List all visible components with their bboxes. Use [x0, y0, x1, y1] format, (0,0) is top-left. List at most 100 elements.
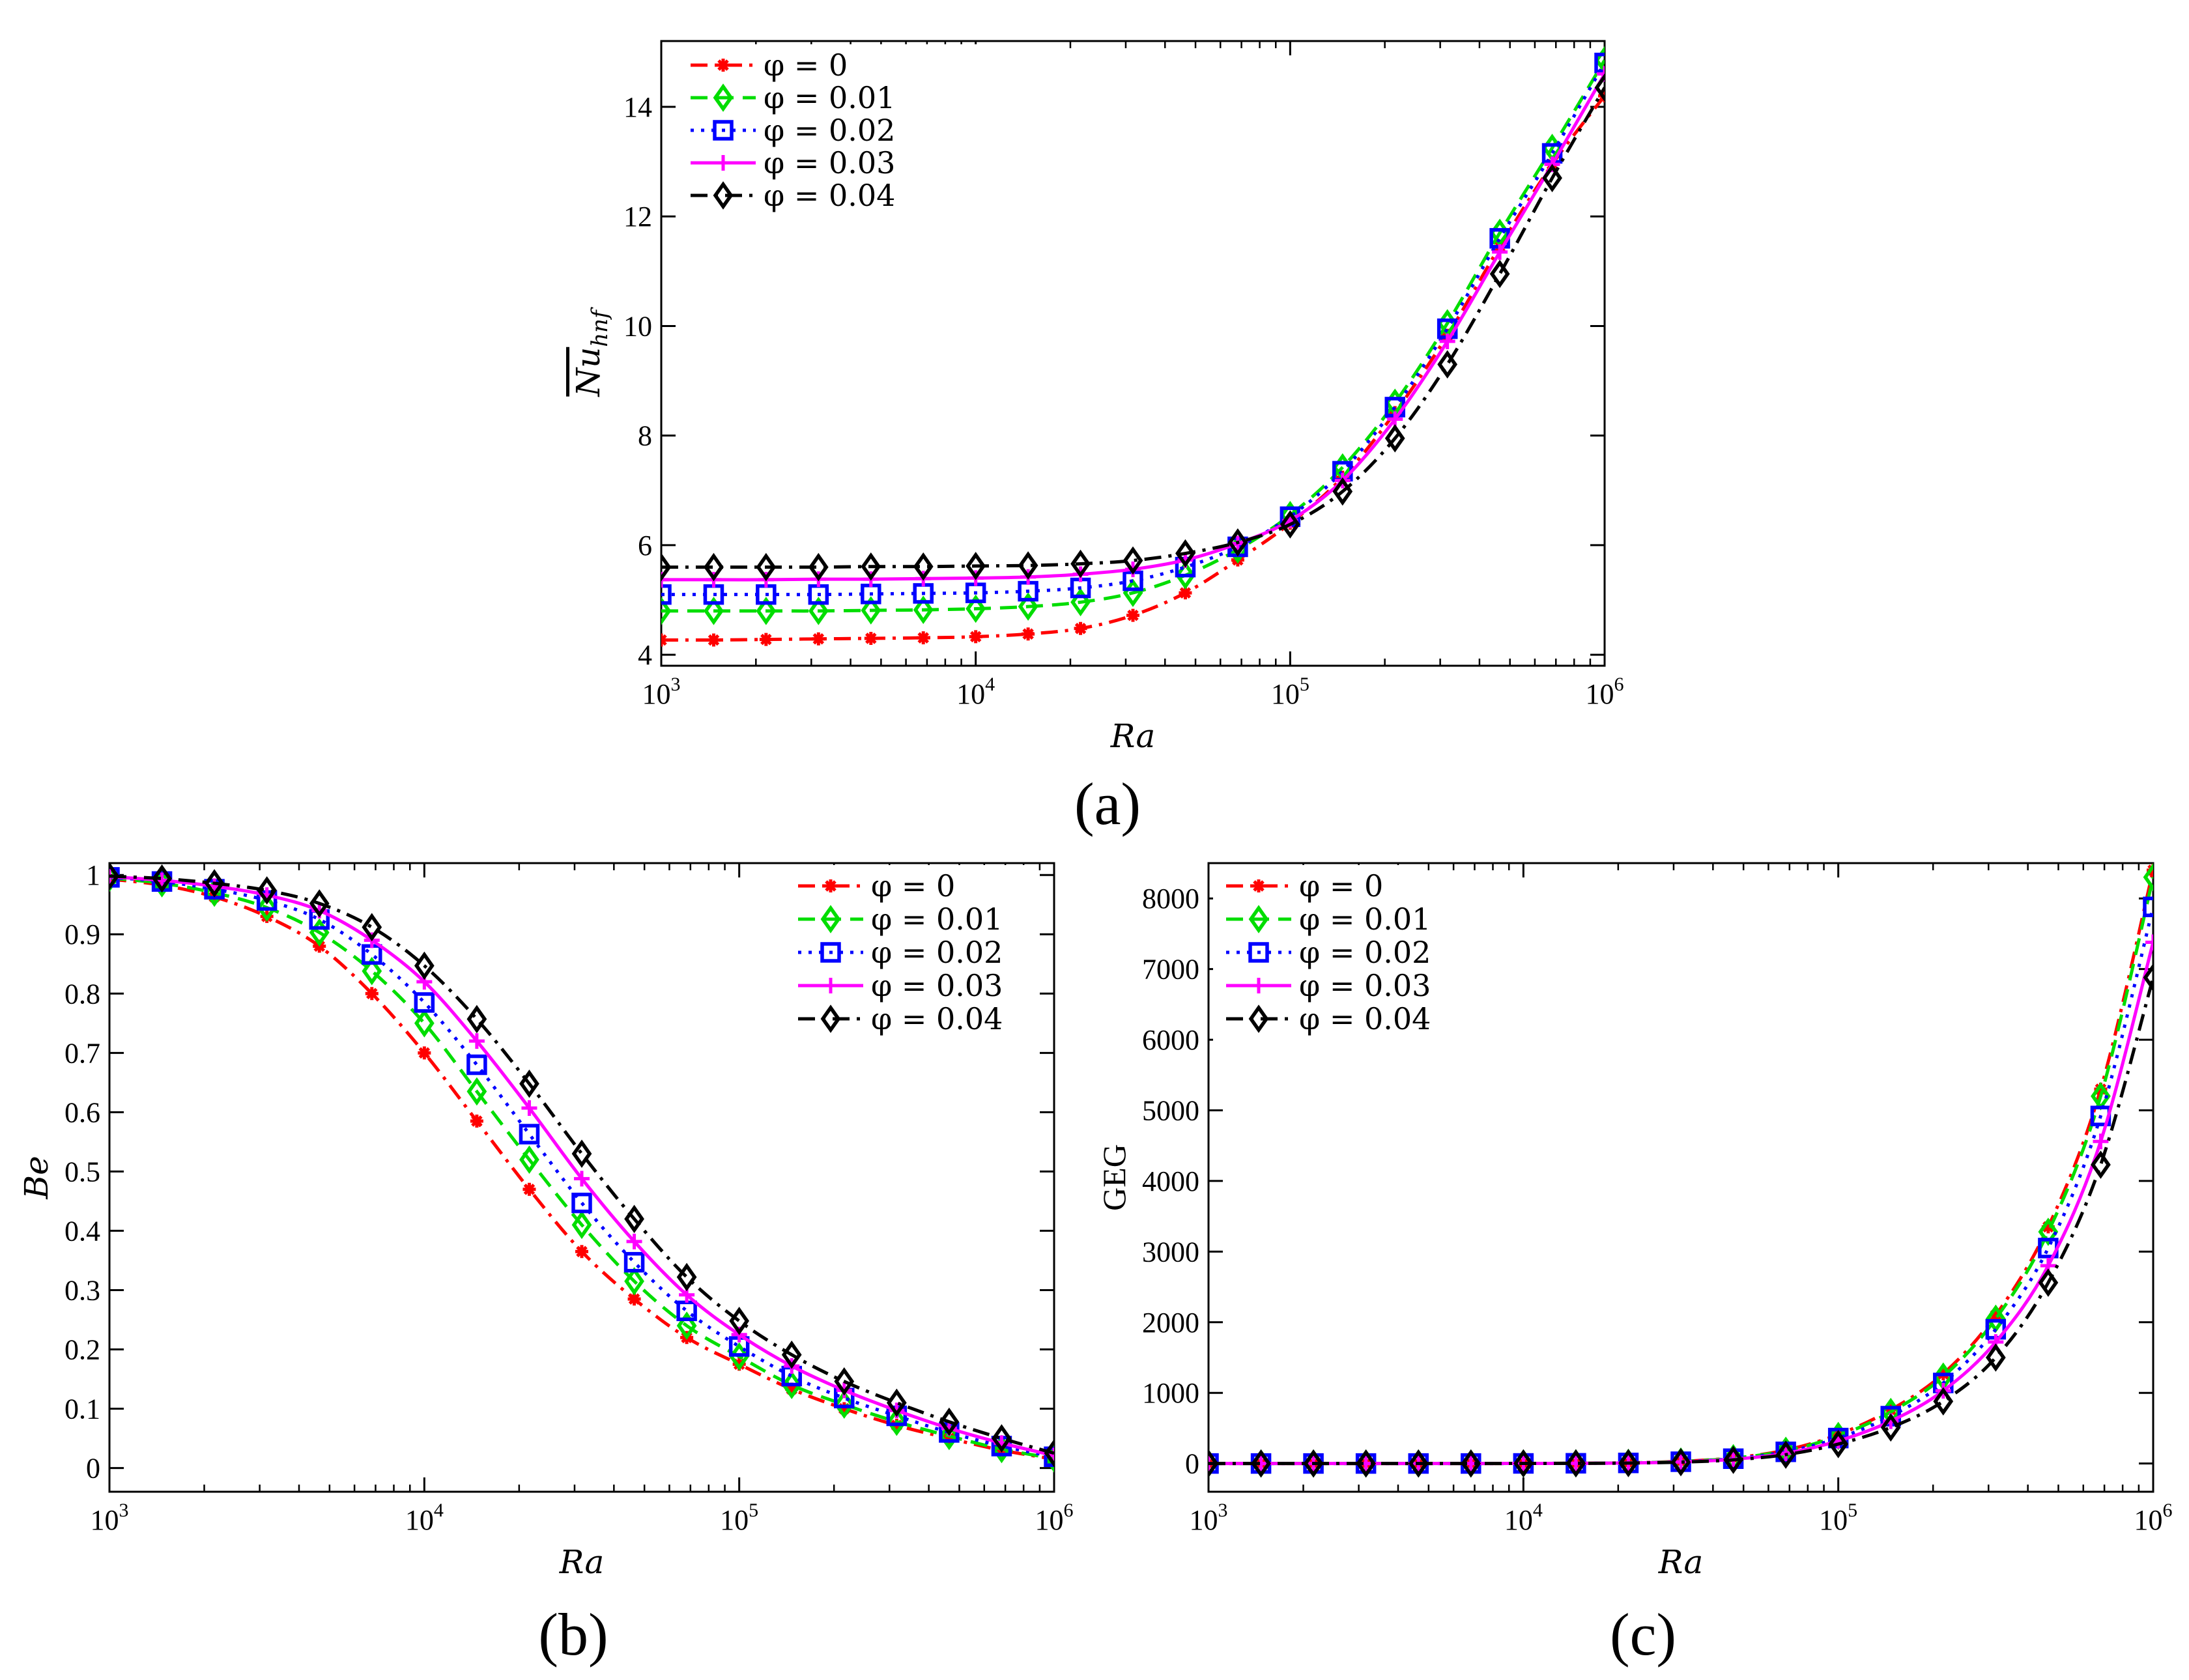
data-point-s4 — [729, 1307, 750, 1335]
data-point-s4 — [1880, 1413, 1901, 1442]
data-point-s3 — [626, 1233, 642, 1249]
data-point-s1 — [1175, 561, 1195, 590]
legend-label-3: φ = 0.03 — [764, 145, 895, 180]
data-point-s4 — [109, 863, 120, 890]
data-point-s4 — [704, 552, 724, 582]
data-point-s1 — [624, 1267, 644, 1296]
data-point-s4 — [756, 552, 777, 582]
data-point-s3 — [1673, 1454, 1689, 1470]
legend-label-3: φ = 0.03 — [1299, 968, 1431, 1003]
data-point-s4 — [886, 1388, 907, 1417]
x-tick-base: 10 — [1271, 678, 1300, 710]
x-tick-exponent: 3 — [671, 674, 681, 695]
y-axis-label: GEG — [1096, 1144, 1132, 1211]
y-tick-label: 0 — [1185, 1448, 1199, 1480]
data-point-s3 — [661, 571, 669, 588]
x-tick-label: 104 — [956, 674, 995, 710]
data-point-s4 — [1018, 551, 1038, 580]
y-axis-label-main: Nu — [569, 347, 607, 397]
x-tick-base: 10 — [1035, 1504, 1064, 1536]
data-point-s0 — [865, 632, 878, 645]
data-point-s3 — [2093, 1133, 2109, 1150]
data-point-s4 — [466, 1004, 487, 1034]
data-point-s0 — [365, 987, 379, 1000]
y-tick-label: 4000 — [1142, 1165, 1199, 1197]
data-point-s0 — [1074, 622, 1087, 635]
data-point-s4 — [1775, 1440, 1796, 1469]
legend-label-1: φ = 0.01 — [871, 902, 1003, 937]
data-point-s0 — [812, 633, 825, 646]
x-tick-label: 106 — [1586, 674, 1624, 710]
series-group — [661, 46, 1605, 646]
data-point-s0 — [418, 1046, 431, 1059]
data-point-s4 — [834, 1367, 855, 1396]
data-point-s1 — [756, 597, 777, 625]
x-tick-label: 103 — [642, 674, 681, 710]
data-point-s0 — [1126, 609, 1139, 622]
data-point-s4 — [781, 1340, 802, 1369]
data-point-s0 — [470, 1115, 483, 1128]
data-point-s4 — [1566, 1449, 1586, 1478]
y-tick-label: 0 — [86, 1453, 100, 1485]
x-tick-base: 10 — [642, 678, 671, 710]
data-point-s2 — [571, 1192, 592, 1214]
y-axis: 4 6 8 10 12 14 — [623, 91, 1605, 671]
data-point-s4 — [257, 876, 278, 905]
panel-label: (a) — [1074, 771, 1141, 837]
data-point-s4 — [152, 864, 172, 893]
y-tick-label: 2000 — [1142, 1307, 1199, 1339]
data-point-s2 — [466, 1054, 487, 1075]
data-point-s1 — [676, 1311, 697, 1340]
x-tick-base: 10 — [1819, 1504, 1848, 1536]
data-point-s1 — [1018, 592, 1038, 621]
panel-label: (c) — [1610, 1601, 1676, 1668]
data-point-s4 — [1303, 1449, 1324, 1478]
data-point-s4 — [1332, 477, 1353, 506]
data-point-s4 — [1123, 546, 1143, 575]
x-tick-base: 10 — [720, 1504, 749, 1536]
y-tick-label: 3000 — [1142, 1236, 1199, 1268]
x-tick-label: 105 — [720, 1500, 758, 1536]
data-point-s4 — [309, 889, 330, 918]
legend-marker-0 — [1252, 879, 1265, 892]
data-point-s4 — [808, 552, 829, 582]
legend-label-4: φ = 0.04 — [1299, 1001, 1431, 1036]
data-point-s2 — [1044, 1446, 1054, 1468]
data-point-s4 — [1227, 528, 1248, 557]
data-point-s4 — [1828, 1430, 1849, 1459]
x-tick-base: 10 — [1190, 1504, 1218, 1536]
data-point-s4 — [1985, 1343, 2006, 1372]
data-point-s4 — [2143, 963, 2153, 992]
y-tick-label: 0.4 — [64, 1215, 100, 1247]
data-point-s4 — [676, 1262, 697, 1292]
x-tick-label: 105 — [1819, 1500, 1857, 1536]
x-tick-exponent: 6 — [1614, 674, 1624, 695]
y-tick-label: 0.2 — [64, 1334, 100, 1366]
x-axis-label: Ra — [559, 1543, 605, 1581]
data-point-s2 — [661, 584, 672, 605]
data-point-s1 — [1070, 588, 1091, 617]
x-tick-exponent: 6 — [2163, 1500, 2173, 1521]
x-axis-label: Ra — [1110, 717, 1156, 755]
data-point-s2 — [414, 992, 435, 1013]
series-group — [109, 863, 1054, 1473]
x-tick-exponent: 4 — [434, 1500, 444, 1521]
x-tick-exponent: 3 — [119, 1500, 129, 1521]
data-point-s4 — [1461, 1449, 1481, 1478]
data-point-s1 — [808, 597, 829, 625]
y-tick-label: 6000 — [1142, 1024, 1199, 1056]
data-point-s4 — [661, 552, 672, 582]
data-point-s1 — [834, 1390, 855, 1419]
data-point-s1 — [519, 1145, 539, 1174]
data-point-s0 — [760, 633, 773, 646]
y-tick-label: 4 — [638, 639, 652, 671]
legend-marker-2 — [820, 942, 841, 963]
legend-marker-3 — [715, 155, 731, 171]
x-tick-label: 105 — [1271, 674, 1309, 710]
y-tick-label: 8000 — [1142, 883, 1199, 915]
data-point-s4 — [1280, 510, 1300, 539]
series-group — [1209, 863, 2153, 1478]
y-axis-label: Nuhnf — [569, 307, 613, 397]
data-point-s1 — [2038, 1217, 2059, 1246]
